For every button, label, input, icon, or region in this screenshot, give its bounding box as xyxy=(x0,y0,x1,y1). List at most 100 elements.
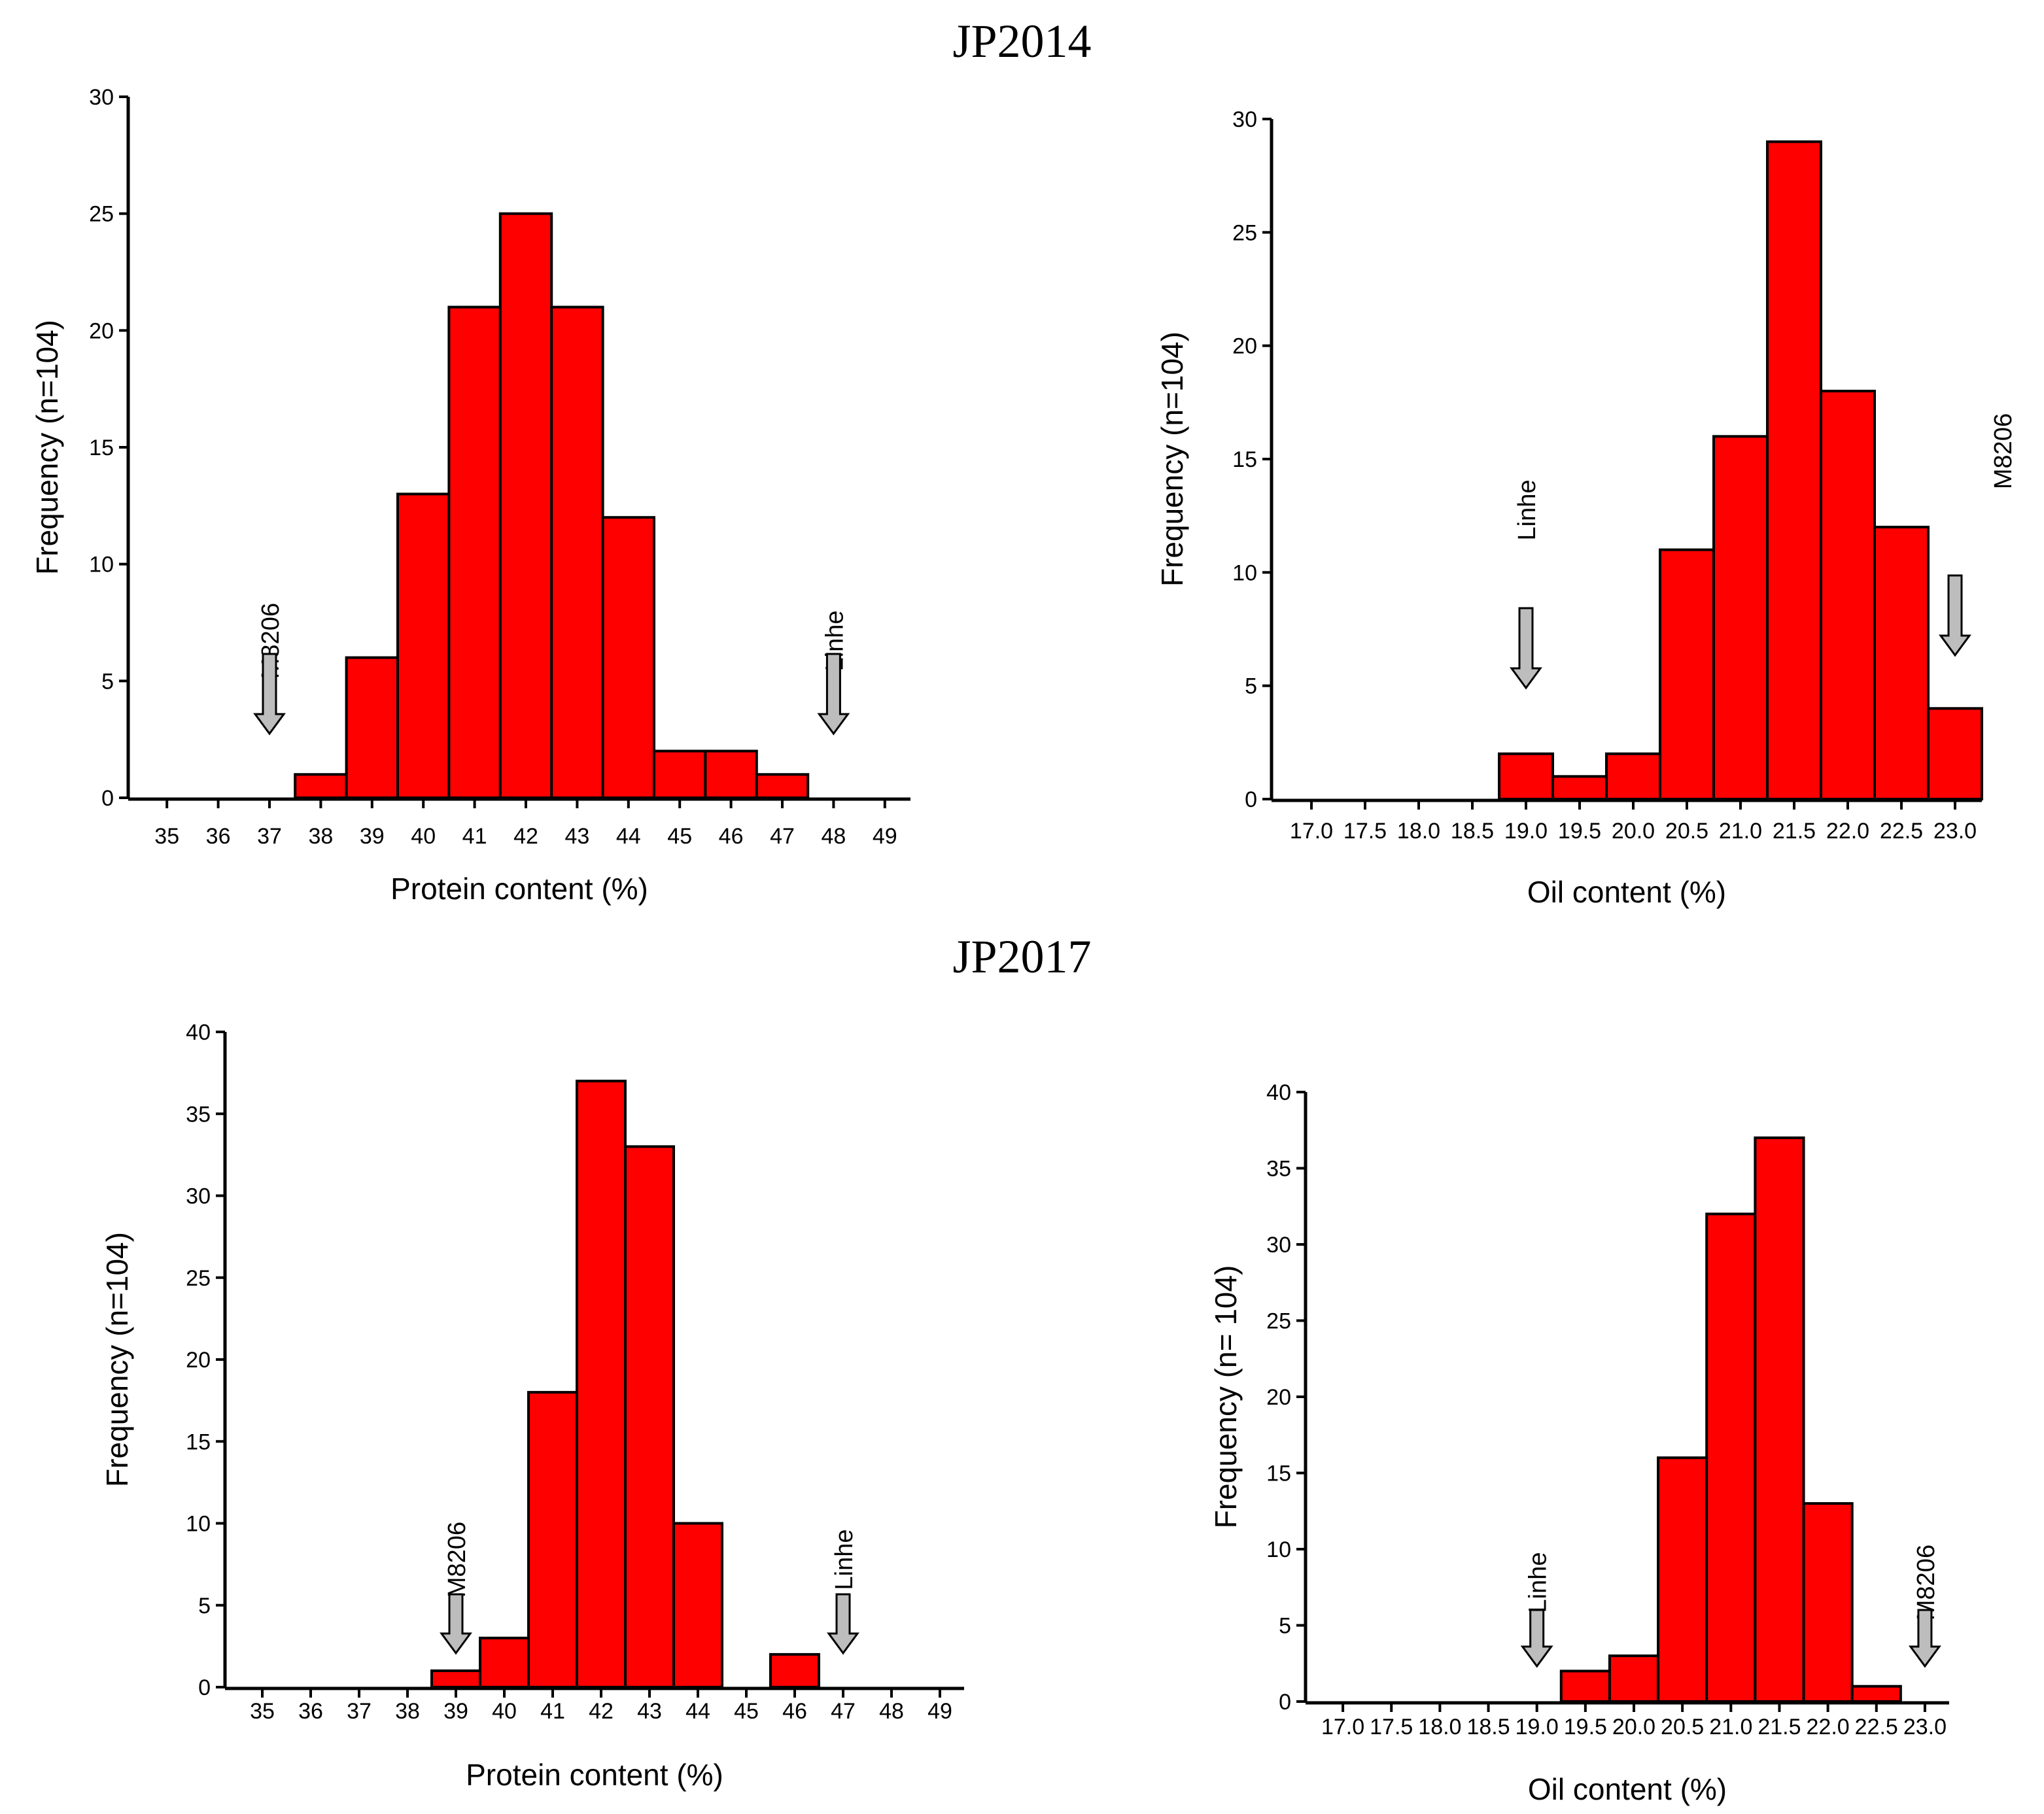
chart-3: 0 5 10 15 20 25 30 35 40 35 36 37 38 39 40 41 42 43 44 45 46… xyxy=(100,1020,964,1792)
chart-3-bar-2 xyxy=(479,1636,530,1689)
chart-2-y-tick-label: 20 xyxy=(1232,334,1257,359)
chart-3-y-tick-label: 5 xyxy=(198,1594,211,1618)
chart-2-x-tick-label: 22.5 xyxy=(1880,819,1923,844)
chart-3-x-tick-label: 41 xyxy=(540,1699,565,1724)
chart-4-x-tick-label: 20.5 xyxy=(1661,1715,1704,1739)
chart-2-x-tick-label: 17.5 xyxy=(1343,819,1387,844)
chart-3-y-tick-label: 40 xyxy=(186,1020,211,1045)
chart-4-x-tick-label: 17.5 xyxy=(1370,1715,1413,1739)
chart-2-x-tick-label: 20.0 xyxy=(1612,819,1655,844)
chart-4-x-tick-label: 20.0 xyxy=(1612,1715,1655,1739)
chart-1-x-tick-label: 40 xyxy=(411,824,436,849)
chart-1-x-tick-label: 38 xyxy=(308,824,333,849)
chart-3-bar-6 xyxy=(672,1522,723,1688)
chart-3-x-tick-label: 44 xyxy=(685,1699,710,1724)
chart-2-x-tick-label: 19.5 xyxy=(1558,819,1601,844)
chart-3-y-tick-label: 25 xyxy=(186,1266,211,1291)
chart-4-bar-1 xyxy=(1559,1669,1611,1703)
chart-3-x-tick-label: 48 xyxy=(879,1699,904,1724)
chart-2-y-tick-label: 0 xyxy=(1245,787,1257,812)
chart-2-bar-3 xyxy=(1605,752,1661,800)
chart-4-x-title: Oil content (%) xyxy=(1528,1772,1727,1806)
chart-1-x-tick-label: 43 xyxy=(564,824,589,849)
down-arrow-icon xyxy=(817,653,850,736)
down-arrow-icon xyxy=(1939,574,1971,657)
chart-4-y-tick-label: 40 xyxy=(1266,1080,1291,1105)
chart-2-x-tick-label: 21.5 xyxy=(1773,819,1816,844)
chart-1-x-tick-label: 36 xyxy=(206,824,231,849)
down-arrow-icon xyxy=(1908,1609,1941,1668)
chart-4-x-tick-label: 23.0 xyxy=(1903,1715,1947,1739)
chart-1-y-title: Frequency (n=104) xyxy=(30,320,64,575)
chart-1-bar-5 xyxy=(498,212,553,799)
chart-3-x-tick-label: 42 xyxy=(589,1699,614,1724)
chart-1-bar-9 xyxy=(704,749,758,799)
chart-3-x-tick-label: 45 xyxy=(734,1699,759,1724)
chart-4-x-tick-label: 18.5 xyxy=(1466,1715,1510,1739)
chart-1-bar-1 xyxy=(294,773,348,800)
chart-4-bar-7 xyxy=(1850,1685,1902,1703)
chart-4-y-tick-label: 35 xyxy=(1266,1157,1291,1182)
chart-4-x-tick-label: 19.0 xyxy=(1516,1715,1559,1739)
chart-2-y-tick-label: 5 xyxy=(1245,674,1257,699)
chart-4-x-tick-label: 18.0 xyxy=(1418,1715,1461,1739)
chart-3-y-tick-label: 35 xyxy=(186,1102,211,1127)
chart-4-bar-2 xyxy=(1608,1654,1660,1703)
chart-2-x-tick-label: 20.5 xyxy=(1665,819,1708,844)
chart-2-x-tick-label: 19.0 xyxy=(1504,819,1548,844)
down-arrow-icon xyxy=(1510,607,1542,690)
chart-4-bar-4 xyxy=(1705,1212,1757,1703)
chart-1-y-tick-label: 25 xyxy=(89,202,114,227)
chart-3-bar-1 xyxy=(430,1669,481,1688)
chart-1-y-tick-label: 10 xyxy=(89,553,114,577)
chart-2-bar-6 xyxy=(1766,140,1822,800)
chart-1-y-tick-label: 5 xyxy=(101,669,114,694)
chart-1-bar-7 xyxy=(601,516,655,799)
chart-4-y-tick-label: 10 xyxy=(1266,1537,1291,1562)
chart-1-x-tick-label: 47 xyxy=(770,824,795,849)
down-arrow-icon xyxy=(827,1593,859,1655)
chart-1: 0 5 10 15 20 25 30 35 36 37 38 39 40 41 42 43 44 45 46 47 48… xyxy=(30,85,910,906)
section-title-jp2017: JP2017 xyxy=(952,931,1092,983)
chart-1-bar-8 xyxy=(653,749,707,799)
chart-1-x-tick-label: 41 xyxy=(462,824,487,849)
chart-4: 0 5 10 15 20 25 30 35 40 17.0 17.5 18.0 18.5 19.0 19.5… xyxy=(1209,1080,1949,1806)
chart-1-x-tick-label: 39 xyxy=(360,824,385,849)
chart-2: 0 5 10 15 20 25 30 17.0 17.5 18.0 18.5 19.0 19.5 20.0… xyxy=(1155,107,2017,909)
chart-3-x-tick-label: 37 xyxy=(347,1699,372,1724)
chart-1-bar-6 xyxy=(550,305,604,800)
chart-4-marker-label-m8206: M8206 xyxy=(1913,1545,1940,1620)
chart-4-y-tick-label: 5 xyxy=(1279,1614,1291,1639)
chart-3-x-tick-label: 36 xyxy=(298,1699,323,1724)
chart-4-y-tick-label: 30 xyxy=(1266,1233,1291,1258)
chart-2-marker-label-m8206: M8206 xyxy=(1990,413,2017,489)
chart-3-x-title: Protein content (%) xyxy=(466,1758,723,1792)
chart-4-x-tick-label: 17.0 xyxy=(1321,1715,1364,1739)
chart-2-y-title: Frequency (n=104) xyxy=(1155,332,1189,587)
chart-1-x-tick-label: 35 xyxy=(154,824,179,849)
chart-4-y-tick-label: 15 xyxy=(1266,1462,1291,1486)
chart-1-x-tick-label: 44 xyxy=(616,824,641,849)
chart-2-x-tick-label: 22.0 xyxy=(1826,819,1869,844)
chart-1-x-title: Protein content (%) xyxy=(390,872,648,906)
chart-2-bar-9 xyxy=(1927,707,1983,801)
chart-2-bar-5 xyxy=(1712,435,1769,800)
chart-3-bar-3 xyxy=(527,1391,578,1689)
chart-2-x-tick-label: 17.0 xyxy=(1290,819,1333,844)
chart-4-bar-3 xyxy=(1657,1456,1708,1703)
chart-4-marker-label-linhe: Linhe xyxy=(1525,1552,1552,1613)
chart-4-y-title: Frequency (n= 104) xyxy=(1209,1265,1243,1529)
chart-3-x-tick-label: 38 xyxy=(395,1699,420,1724)
down-arrow-icon xyxy=(440,1593,472,1655)
chart-2-y-tick-label: 10 xyxy=(1232,560,1257,585)
chart-1-x-tick-label: 48 xyxy=(821,824,846,849)
chart-3-x-tick-label: 35 xyxy=(250,1699,275,1724)
chart-2-y-tick-label: 30 xyxy=(1232,107,1257,132)
chart-2-x-tick-label: 18.0 xyxy=(1397,819,1440,844)
chart-4-bar-5 xyxy=(1754,1136,1805,1703)
chart-3-bar-7 xyxy=(769,1652,820,1688)
chart-1-bar-3 xyxy=(396,492,451,799)
chart-1-x-tick-label: 37 xyxy=(257,824,282,849)
chart-1-x-tick-label: 45 xyxy=(667,824,692,849)
